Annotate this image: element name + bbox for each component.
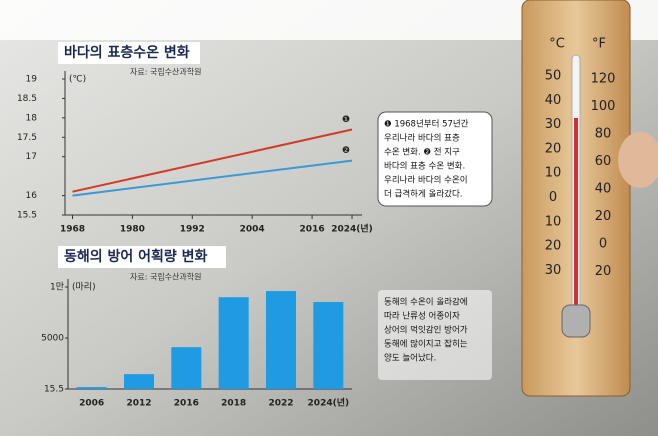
y-tick-label: 18.5 [17, 94, 37, 104]
annotation-line: 양도 늘어났다. [384, 353, 436, 364]
fahrenheit-tick: 0 [599, 237, 607, 252]
fahrenheit-tick: 120 [591, 72, 616, 87]
y-tick-label: 19 [26, 75, 38, 85]
bar [313, 302, 344, 389]
x-tick-label: 1980 [120, 225, 145, 235]
series-label: ❶ [342, 115, 350, 125]
chart-title: 동해의 방어 어획량 변화 [64, 248, 208, 265]
celsius-tick: 10 [545, 166, 562, 181]
y-tick-label: 15.5 [17, 211, 37, 221]
x-tick-label: 1968 [60, 225, 85, 235]
title-box [58, 42, 200, 64]
x-tick-label: 1992 [180, 225, 205, 235]
hand [618, 132, 658, 188]
annotation-line: 우리나라 바다의 수온이 [384, 175, 468, 186]
fahrenheit-tick: 80 [595, 127, 612, 142]
title-box [58, 246, 226, 268]
annotation-line: 동해의 수온이 올라감에 [384, 297, 468, 308]
fahrenheit-tick: 20 [595, 264, 612, 279]
annotation-line: 수온 변화. ❷ 전 지구 [384, 147, 460, 158]
line [72, 128, 353, 193]
source: 자료: 국립수산과학원 [130, 67, 201, 77]
annotation-line: 동해에 많이지고 잡히는 [384, 339, 468, 350]
x-tick-label: 2024(년) [308, 397, 350, 409]
x-tick-label: 2004 [240, 225, 265, 235]
fahrenheit-tick: 100 [591, 99, 616, 114]
y-tick-label: 5000 [41, 334, 64, 344]
bar [124, 374, 154, 389]
celsius-tick: 20 [545, 141, 562, 156]
y-tick-label: 18 [26, 113, 38, 123]
thermometer-bulb [561, 304, 591, 338]
line [72, 159, 353, 197]
bar [76, 387, 107, 389]
x-tick-label: 2012 [126, 399, 151, 409]
fahrenheit-tick: 60 [595, 154, 612, 169]
chart-title: 바다의 표층수온 변화 [64, 44, 190, 61]
y-tick-label: 15.5 [44, 385, 64, 395]
y-unit: (℃) [69, 75, 86, 85]
y-tick-label: 17 [26, 152, 37, 162]
x-tick-label: 2016 [174, 399, 199, 409]
annotation-line: 따라 난류성 어종이자 [384, 311, 460, 322]
annotation-line: 바다의 표층 수온 변화. [384, 161, 465, 172]
annotation-line: 우리나라 바다의 표층 [384, 133, 460, 144]
annotation-box [377, 111, 493, 207]
thermometer-mercury [574, 118, 578, 318]
y-tick-label: 17.5 [17, 133, 37, 143]
celsius-tick: 0 [549, 190, 557, 205]
celsius-tick: 30 [545, 117, 562, 132]
x-tick-label: 2022 [268, 399, 293, 409]
celsius-tick: 30 [545, 263, 562, 278]
annotation-line: ❶ 1968년부터 57년간 [384, 119, 469, 130]
series-label: ❷ [342, 146, 350, 156]
fahrenheit-tick: 40 [595, 182, 612, 197]
annotation-line: 상어의 먹잇감인 방어가 [384, 325, 468, 336]
y-tick-label: 1만 [50, 282, 64, 293]
celsius-tick: 40 [545, 93, 562, 108]
x-tick-label: 2016 [300, 225, 325, 235]
x-tick-label: 2006 [79, 399, 104, 409]
celsius-tick: 10 [545, 214, 562, 229]
bar [171, 347, 202, 389]
fahrenheit-tick: 20 [595, 209, 612, 224]
source: 자료: 국립수산과학원 [130, 272, 201, 282]
x-tick-label: 2018 [221, 399, 246, 409]
celsius-tick: 20 [545, 239, 562, 254]
bar [266, 291, 296, 389]
celsius-tick: 50 [545, 69, 562, 84]
fahrenheit-label: °F [592, 37, 606, 52]
x-tick-label: 2024(년) [331, 223, 373, 235]
y-tick-label: 16 [26, 191, 38, 201]
annotation-box [378, 290, 492, 380]
y-unit: (마리) [72, 282, 96, 293]
bar [218, 297, 249, 389]
celsius-label: °C [549, 37, 565, 52]
annotation-line: 더 급격하게 올라갔다. [384, 189, 463, 200]
